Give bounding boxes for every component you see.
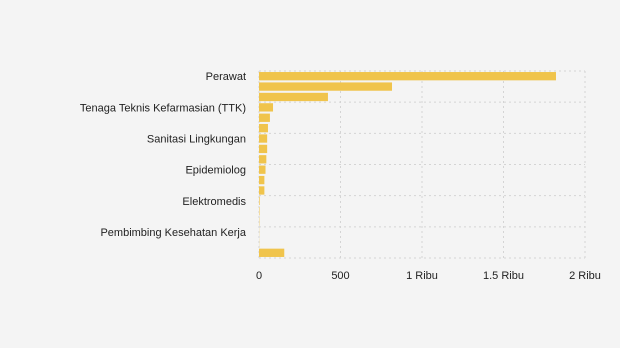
y-tick-label: Epidemiolog [185,165,246,177]
y-tick-label: Pembimbing Kesehatan Kerja [100,227,246,239]
bar [259,82,393,91]
x-tick-label: 1.5 Ribu [483,270,524,282]
y-tick-label: Elektromedis [182,196,246,208]
bar [259,72,556,81]
bar [259,144,268,154]
bar [259,113,270,122]
x-tick-label: 0 [256,270,262,282]
bar [259,92,328,102]
y-tick-label: Tenaga Teknis Kefarmasian (TTK) [80,102,246,114]
bar [259,123,268,133]
bar [259,134,268,143]
y-tick-label: Sanitasi Lingkungan [147,133,246,145]
bar [259,155,267,164]
bar [259,248,285,257]
bar [259,103,274,112]
x-tick-label: 2 Ribu [569,270,601,282]
x-tick-label: 500 [331,270,349,282]
bar [259,196,260,206]
x-tick-label: 1 Ribu [406,270,438,282]
y-tick-label: Perawat [206,71,246,83]
bar [259,186,265,195]
bar [259,175,265,185]
bar [259,165,266,174]
